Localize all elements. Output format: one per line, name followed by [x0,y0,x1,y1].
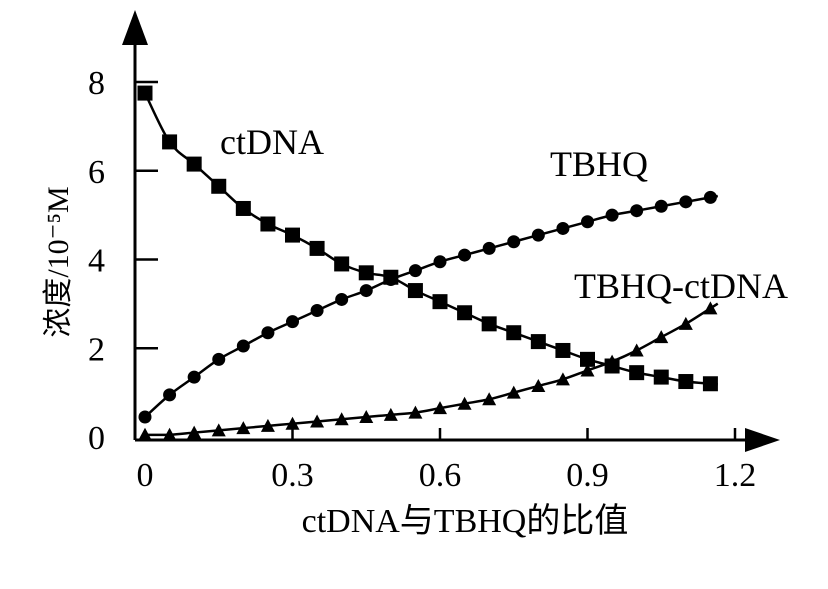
point-tbhq-6 [286,315,299,329]
point-ctdna-14 [481,316,497,332]
point-tbhq-15 [507,235,521,249]
point-tbhq-ctdna-10 [383,407,398,421]
point-ctdna-0 [137,85,153,101]
point-tbhq-21 [654,199,668,213]
point-ctdna-5 [260,216,276,232]
point-ctdna-4 [235,200,251,216]
y-tick-label-4: 8 [88,65,105,102]
x-tick-label-3: 0.9 [566,457,609,494]
point-tbhq-ctdna-16 [531,378,546,392]
point-tbhq-ctdna-15 [506,385,521,399]
x-tick-label-1: 0.3 [271,457,314,494]
point-tbhq-ctdna-4 [236,421,251,435]
point-tbhq-ctdna-22 [678,316,693,330]
point-tbhq-ctdna-14 [482,392,497,406]
point-ctdna-1 [162,134,178,150]
point-tbhq-18 [581,215,594,229]
point-ctdna-2 [186,156,202,172]
point-tbhq-3 [212,352,226,366]
point-tbhq-8 [335,292,349,306]
point-tbhq-0 [138,410,152,424]
point-tbhq-ctdna-18 [580,363,595,377]
point-tbhq-ctdna-2 [187,425,202,439]
series-label-ctdna: ctDNA [220,122,324,162]
point-ctdna-7 [309,240,325,256]
point-ctdna-9 [358,265,374,281]
series-line-tbhq [144,194,719,418]
point-tbhq-1 [163,388,177,402]
point-tbhq-ctdna-1 [162,427,177,441]
y-tick-label-0: 0 [88,420,105,457]
point-tbhq-11 [408,264,422,278]
point-tbhq-ctdna-20 [629,343,644,357]
axes [122,10,780,452]
point-ctdna-3 [211,178,227,194]
ticks: 0 0.3 0.6 0.9 1.2 0 2 4 6 8 [88,65,756,494]
point-tbhq-ctdna-5 [260,418,275,432]
point-tbhq-ctdna-11 [408,405,423,419]
point-tbhq-23 [703,190,717,204]
point-tbhq-ctdna-19 [605,354,620,368]
y-axis-label: 浓度/10⁻⁵M [42,186,75,337]
point-ctdna-11 [407,283,423,299]
point-tbhq-ctdna-21 [654,330,669,344]
point-ctdna-12 [432,294,448,310]
point-tbhq-ctdna-3 [211,423,226,437]
point-tbhq-ctdna-23 [703,301,718,315]
point-tbhq-ctdna-0 [138,427,152,441]
point-ctdna-8 [334,256,350,272]
point-tbhq-19 [605,208,619,222]
x-tick-label-0: 0 [137,457,154,494]
x-axis-label: ctDNA与TBHQ的比值 [302,502,629,540]
point-tbhq-ctdna-6 [285,416,300,430]
point-ctdna-6 [285,227,300,243]
markers [137,85,718,441]
point-tbhq-22 [679,195,693,209]
x-tick-label-4: 1.2 [714,457,757,494]
point-tbhq-ctdna-12 [433,401,447,415]
point-tbhq-20 [630,204,644,218]
y-axis-arrow [122,10,148,45]
point-ctdna-17 [555,342,571,358]
series-label-tbhq: TBHQ [550,144,648,184]
point-tbhq-ctdna-9 [359,410,374,424]
point-tbhq-12 [433,255,447,269]
point-tbhq-2 [187,370,201,384]
point-tbhq-ctdna-13 [457,396,472,410]
y-tick-label-1: 2 [88,331,105,368]
point-tbhq-ctdna-17 [555,372,570,386]
y-tick-label-3: 6 [88,154,105,191]
point-tbhq-9 [359,284,373,298]
x-axis-arrow [745,428,780,452]
point-ctdna-21 [653,369,669,385]
point-tbhq-13 [458,248,472,262]
point-tbhq-14 [482,241,496,255]
point-ctdna-22 [678,374,694,390]
y-tick-label-2: 4 [88,243,105,280]
point-tbhq-16 [531,228,545,242]
point-ctdna-13 [457,305,473,321]
point-ctdna-18 [580,351,595,367]
point-tbhq-7 [310,304,324,318]
series-label-tbhq-ctdna: TBHQ-ctDNA [574,266,788,306]
point-tbhq-ctdna-7 [310,414,325,428]
point-tbhq-17 [556,221,570,235]
point-ctdna-23 [702,376,718,392]
point-tbhq-4 [236,339,250,353]
point-ctdna-16 [530,334,546,350]
point-ctdna-20 [629,365,645,381]
point-tbhq-10 [384,272,398,286]
point-tbhq-ctdna-8 [334,412,349,426]
point-ctdna-15 [506,325,522,341]
point-tbhq-5 [261,326,275,340]
x-tick-label-2: 0.6 [419,457,462,494]
